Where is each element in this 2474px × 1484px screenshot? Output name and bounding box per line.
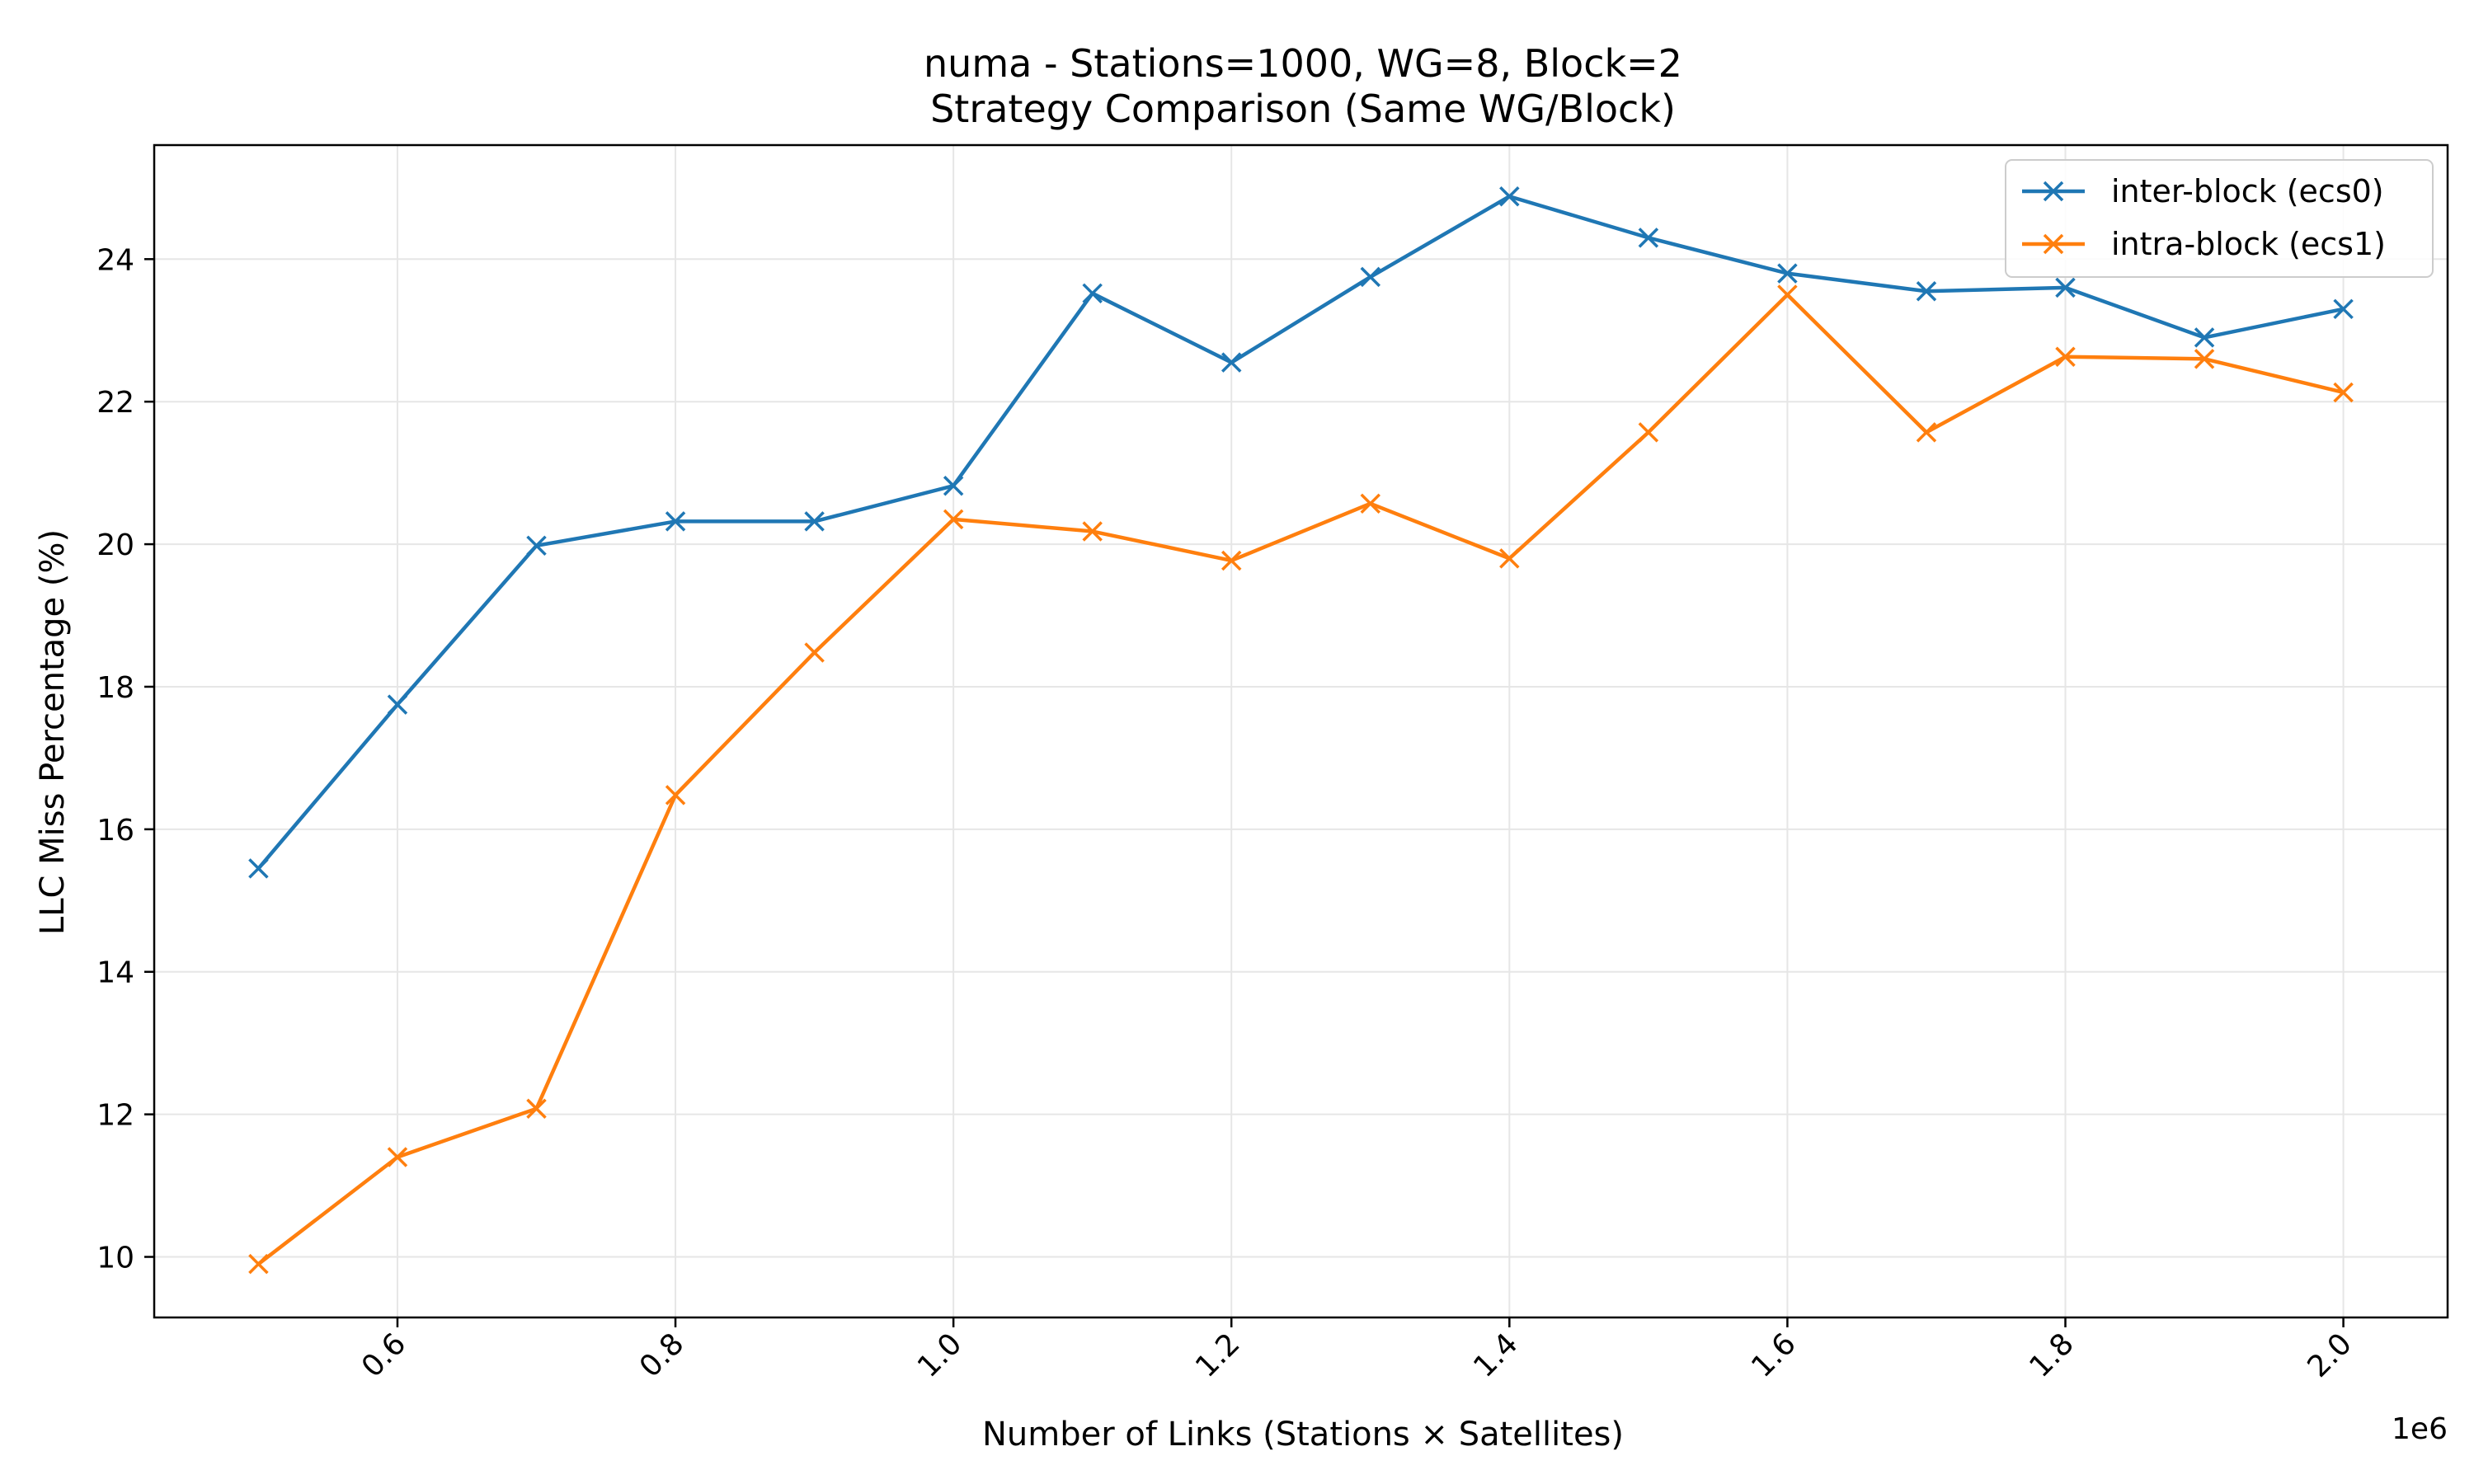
- y-tick-label: 14: [96, 956, 134, 990]
- data-point: [526, 1098, 547, 1119]
- data-point: [2333, 382, 2354, 403]
- data-point: [248, 1253, 269, 1275]
- data-point: [804, 642, 825, 663]
- data-point: [665, 511, 686, 532]
- data-point: [1638, 422, 1659, 443]
- legend: inter-block (ecs0) intra-block (ecs1): [2005, 159, 2434, 278]
- legend-item: intra-block (ecs1): [2022, 226, 2386, 262]
- data-point: [665, 785, 686, 805]
- data-point: [2333, 298, 2354, 320]
- data-point: [943, 509, 964, 530]
- legend-box: [2005, 159, 2434, 278]
- x-axis-offset-label: 1e6: [2392, 1412, 2448, 1446]
- data-point: [1221, 550, 1242, 571]
- data-point: [1638, 228, 1659, 248]
- data-point: [804, 511, 825, 532]
- data-point: [1499, 186, 1520, 207]
- data-point: [1082, 521, 1103, 542]
- data-point: [943, 475, 964, 496]
- y-tick-label: 12: [96, 1099, 134, 1133]
- y-tick-label: 10: [96, 1242, 134, 1275]
- legend-label: intra-block (ecs1): [2111, 226, 2386, 262]
- data-point: [1916, 280, 1937, 302]
- y-tick-label: 20: [96, 528, 134, 562]
- data-point: [1082, 283, 1103, 304]
- data-point: [1499, 548, 1520, 569]
- data-point: [387, 694, 408, 715]
- series-layer: [248, 186, 2354, 1275]
- y-tick-label: 18: [96, 671, 134, 705]
- series-line: [256, 194, 2345, 870]
- data-point: [2194, 349, 2215, 369]
- legend-label: inter-block (ecs0): [2111, 173, 2384, 209]
- data-point: [387, 1147, 408, 1167]
- data-point: [248, 858, 269, 879]
- legend-marker: [2043, 181, 2064, 202]
- y-axis: 10 12 14 16 18 20 22 24: [96, 243, 154, 1275]
- legend-item: inter-block (ecs0): [2022, 173, 2384, 209]
- data-point: [1916, 422, 1937, 443]
- series-intra-block: [248, 284, 2354, 1275]
- y-tick-label: 22: [96, 386, 134, 420]
- series-inter-block: [248, 186, 2354, 879]
- data-point: [526, 535, 547, 556]
- chart-title: numa - Stations=1000, WG=8, Block=2: [924, 41, 1682, 86]
- legend-marker: [2043, 233, 2064, 255]
- data-point: [2055, 277, 2076, 298]
- data-point: [2055, 346, 2076, 367]
- data-point: [2194, 327, 2215, 348]
- data-point: [1360, 266, 1381, 288]
- chart-subtitle: Strategy Comparison (Same WG/Block): [930, 87, 1676, 131]
- y-axis-label: LLC Miss Percentage (%): [34, 529, 72, 935]
- data-point: [1777, 263, 1798, 284]
- data-point: [1777, 284, 1798, 305]
- data-point: [1360, 493, 1381, 514]
- x-axis-label: Number of Links (Stations × Satellites): [982, 1416, 1624, 1453]
- y-tick-label: 16: [96, 814, 134, 848]
- y-tick-label: 24: [96, 243, 134, 277]
- series-line: [257, 293, 2345, 1266]
- grid-lines: [154, 145, 2448, 1317]
- plot-area-frame: [153, 143, 2449, 1319]
- data-point: [1221, 352, 1242, 373]
